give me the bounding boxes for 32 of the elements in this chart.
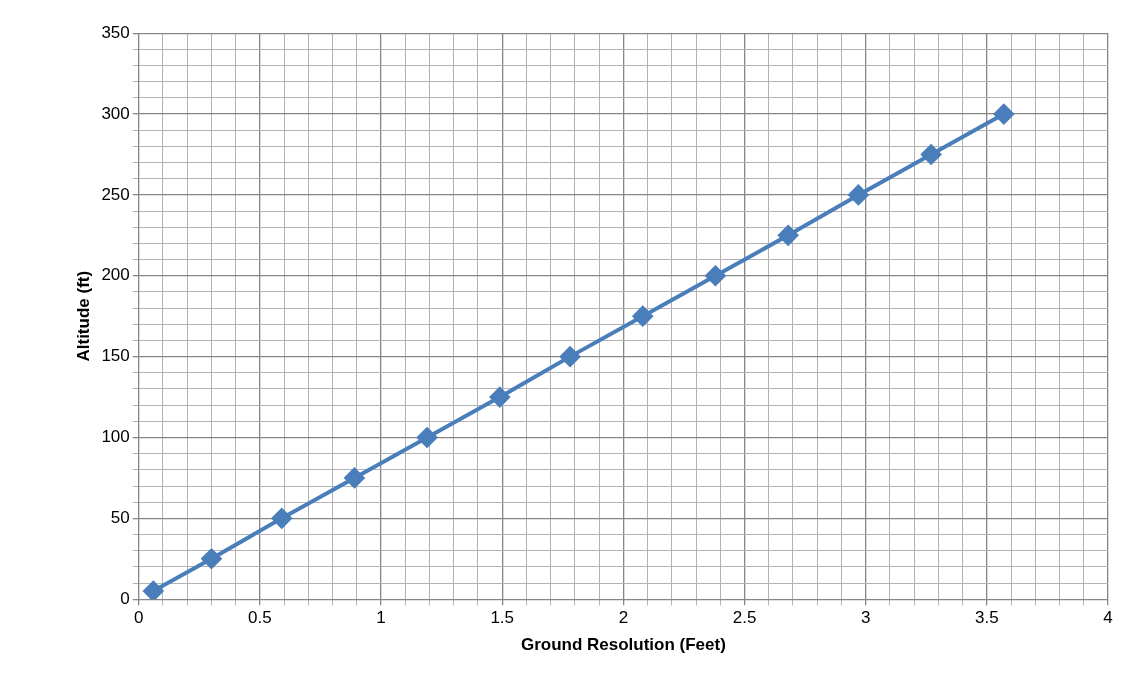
x-axis-title: Ground Resolution (Feet): [520, 635, 726, 655]
x-tick-label: 4: [1103, 608, 1113, 628]
point: [489, 387, 510, 408]
point: [921, 144, 942, 165]
x-tick-label: 0: [134, 608, 144, 628]
point: [632, 306, 653, 327]
x-tick-label: 2.5: [732, 608, 757, 628]
y-tick-label: 0: [120, 588, 130, 608]
point: [705, 265, 726, 286]
point: [993, 104, 1014, 125]
y-axis-title: Altitude (ft): [73, 270, 93, 362]
y-tick-label: 150: [101, 346, 130, 366]
y-tick-label: 300: [101, 103, 130, 123]
x-tick-label: 1.5: [490, 608, 515, 628]
y-tick-label: 100: [101, 427, 130, 447]
y-tick-label: 200: [101, 265, 130, 285]
y-tick-label: 250: [101, 184, 130, 204]
point: [143, 581, 164, 600]
point: [848, 184, 869, 205]
x-tick-label: 3.5: [975, 608, 999, 628]
x-tick-label: 1: [376, 608, 386, 628]
point: [201, 548, 222, 569]
point: [271, 508, 292, 529]
x-tick-label: 2: [618, 608, 629, 628]
x-tick-label: 0.5: [248, 608, 272, 628]
point: [778, 225, 799, 246]
x-tick-label: 3: [860, 608, 871, 628]
y-tick-label: 350: [101, 22, 130, 42]
y-tick-label: 50: [110, 508, 130, 528]
point: [560, 346, 581, 367]
point: [417, 427, 438, 448]
point: [344, 467, 365, 488]
